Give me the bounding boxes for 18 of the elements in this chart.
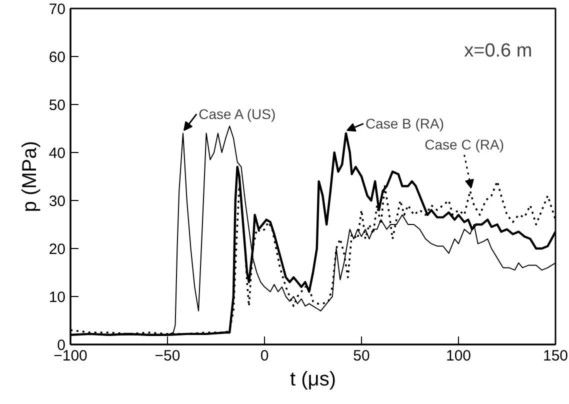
y-tick-label: 20: [48, 241, 66, 258]
x-axis-title: t (μs): [290, 368, 336, 390]
y-tick-label: 10: [48, 289, 66, 306]
annotation: Case A (US): [198, 106, 276, 122]
x-tick-label: 0: [260, 348, 269, 364]
y-tick-label: 40: [48, 145, 66, 162]
x-tick-label: 150: [542, 348, 568, 364]
x-tick-label: 100: [446, 348, 472, 364]
y-tick-label: 30: [48, 193, 66, 210]
y-tick-label: 50: [48, 97, 66, 114]
x-tick-label: 50: [353, 348, 370, 364]
x-tick-label: −50: [154, 348, 180, 364]
y-axis-title: p (MPa): [18, 140, 41, 212]
annotation: Case C (RA): [424, 136, 504, 152]
annotation: Case B (RA): [365, 116, 444, 132]
y-tick-label: 60: [48, 49, 66, 66]
annotation: x=0.6 m: [464, 40, 532, 62]
y-tick-label: 70: [48, 1, 66, 18]
